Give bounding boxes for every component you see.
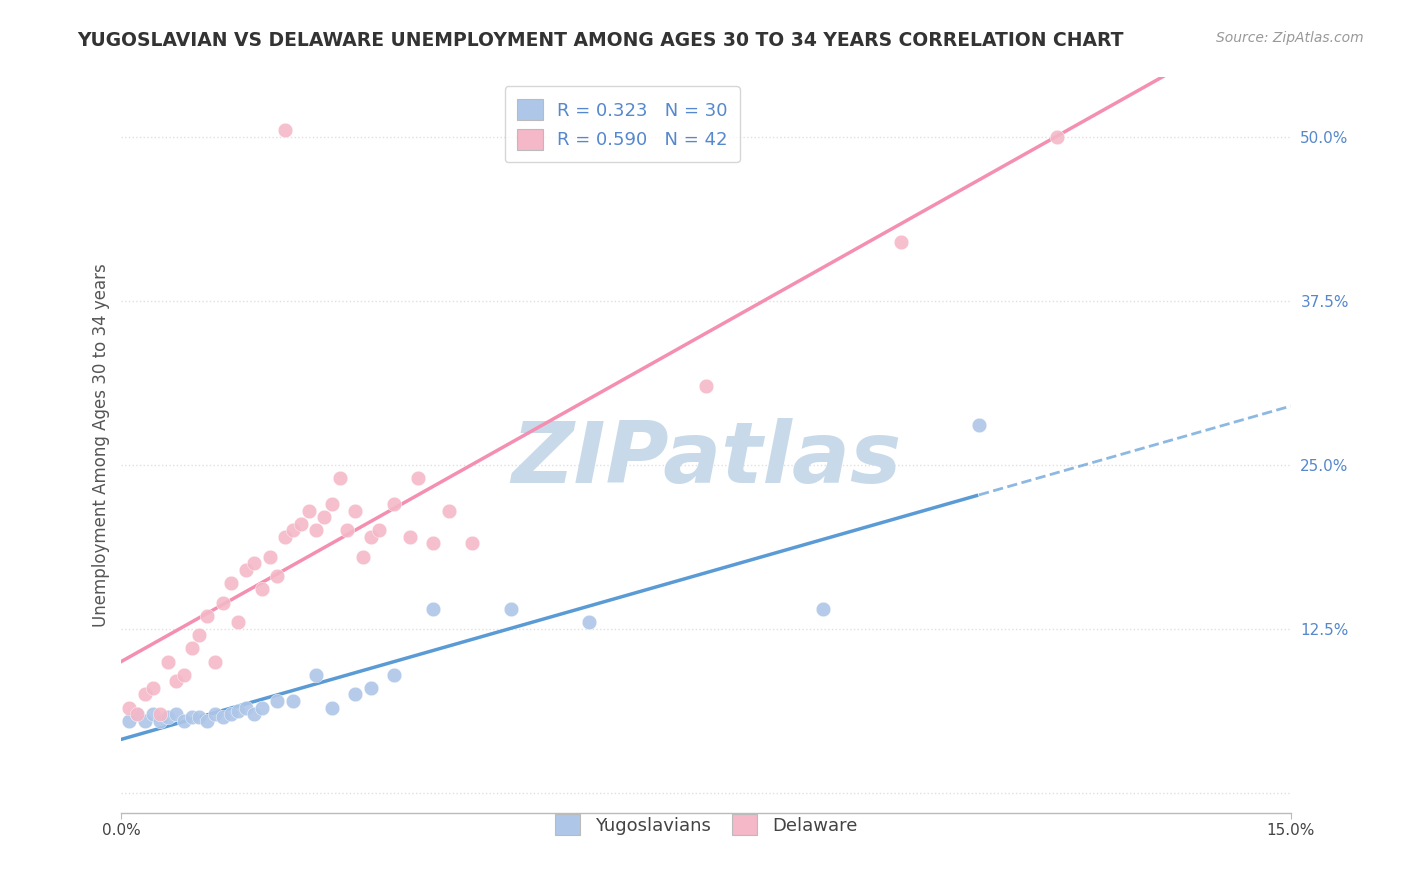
Point xyxy=(297,503,319,517)
Point xyxy=(204,707,226,722)
Point xyxy=(180,710,202,724)
Point xyxy=(367,524,389,538)
Point xyxy=(266,694,288,708)
Point xyxy=(235,563,257,577)
Point xyxy=(157,655,180,669)
Point xyxy=(250,582,273,597)
Point xyxy=(344,503,367,517)
Point xyxy=(274,123,297,137)
Point xyxy=(134,688,156,702)
Point xyxy=(211,710,233,724)
Point xyxy=(336,524,359,538)
Y-axis label: Unemployment Among Ages 30 to 34 years: Unemployment Among Ages 30 to 34 years xyxy=(93,263,110,627)
Point xyxy=(195,608,218,623)
Point xyxy=(695,379,717,393)
Point xyxy=(360,530,382,544)
Point xyxy=(422,536,444,550)
Point xyxy=(290,516,312,531)
Point xyxy=(321,700,343,714)
Point xyxy=(173,667,195,681)
Point xyxy=(259,549,281,564)
Point xyxy=(142,707,165,722)
Point xyxy=(250,700,273,714)
Point xyxy=(142,681,165,695)
Point xyxy=(281,524,304,538)
Point xyxy=(305,667,328,681)
Point xyxy=(382,667,405,681)
Text: Source: ZipAtlas.com: Source: ZipAtlas.com xyxy=(1216,31,1364,45)
Point xyxy=(890,235,912,249)
Point xyxy=(219,707,242,722)
Point xyxy=(437,503,460,517)
Point xyxy=(274,530,297,544)
Point xyxy=(134,714,156,728)
Point xyxy=(360,681,382,695)
Point xyxy=(157,710,180,724)
Point xyxy=(219,575,242,590)
Legend: Yugoslavians, Delaware: Yugoslavians, Delaware xyxy=(546,805,866,844)
Point xyxy=(314,510,336,524)
Point xyxy=(406,471,429,485)
Point xyxy=(173,714,195,728)
Text: ZIPatlas: ZIPatlas xyxy=(510,418,901,501)
Point xyxy=(149,707,172,722)
Point xyxy=(165,707,187,722)
Point xyxy=(382,497,405,511)
Point xyxy=(243,556,266,570)
Point xyxy=(118,714,141,728)
Point xyxy=(1046,129,1069,144)
Point xyxy=(578,615,600,630)
Point xyxy=(188,710,211,724)
Point xyxy=(204,655,226,669)
Point xyxy=(165,674,187,689)
Point xyxy=(228,705,250,719)
Point xyxy=(243,707,266,722)
Point xyxy=(235,700,257,714)
Point xyxy=(352,549,374,564)
Point xyxy=(398,530,420,544)
Point xyxy=(305,524,328,538)
Point xyxy=(501,602,523,616)
Point xyxy=(321,497,343,511)
Point xyxy=(125,707,148,722)
Point xyxy=(228,615,250,630)
Point xyxy=(329,471,352,485)
Point xyxy=(180,641,202,656)
Point xyxy=(195,714,218,728)
Point xyxy=(125,707,148,722)
Point xyxy=(281,694,304,708)
Point xyxy=(344,688,367,702)
Point xyxy=(811,602,834,616)
Point xyxy=(211,595,233,609)
Point xyxy=(967,418,990,433)
Point xyxy=(461,536,484,550)
Point xyxy=(118,700,141,714)
Point xyxy=(149,714,172,728)
Point xyxy=(422,602,444,616)
Text: YUGOSLAVIAN VS DELAWARE UNEMPLOYMENT AMONG AGES 30 TO 34 YEARS CORRELATION CHART: YUGOSLAVIAN VS DELAWARE UNEMPLOYMENT AMO… xyxy=(77,31,1123,50)
Point xyxy=(188,628,211,642)
Point xyxy=(266,569,288,583)
